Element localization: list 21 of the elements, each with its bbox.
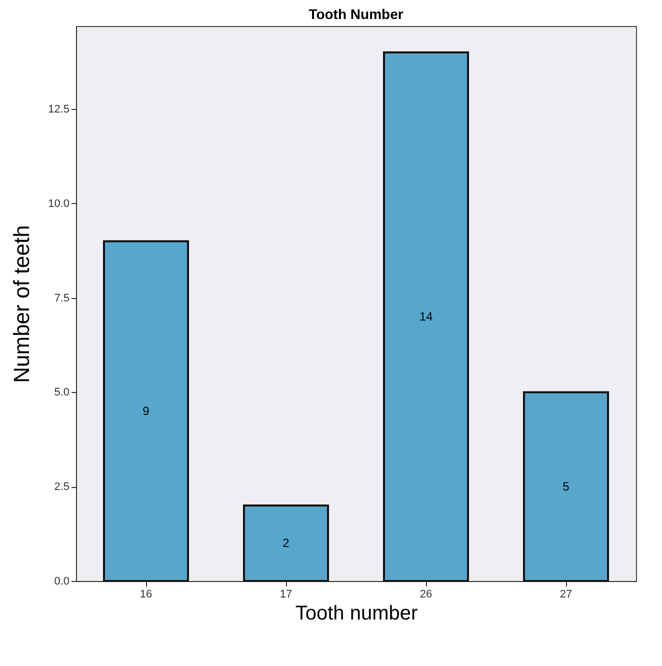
x-tick-label: 27 [560,588,572,600]
x-tick-label: 26 [420,588,432,600]
bar [103,240,189,582]
y-tick-label: 12.5 [48,104,70,116]
data-label: 5 [562,480,570,494]
bar [243,504,329,582]
y-tick-label: 0.0 [54,576,70,588]
bar [383,51,469,582]
chart-title: Tooth Number [308,6,404,22]
x-axis-title: Tooth number [295,602,418,624]
x-tick-label: 16 [140,588,152,600]
y-tick-label: 5.0 [54,386,70,399]
data-label: 9 [142,404,150,418]
y-tick-label: 7.5 [54,292,70,304]
y-axis-title: Number of teeth [9,225,34,383]
bar [523,391,609,582]
y-tick-label: 2.5 [54,481,70,494]
y-tick-label: 10.0 [48,198,70,210]
x-tick-label: 17 [280,588,292,600]
data-label: 2 [282,536,290,550]
data-label: 14 [419,310,433,324]
